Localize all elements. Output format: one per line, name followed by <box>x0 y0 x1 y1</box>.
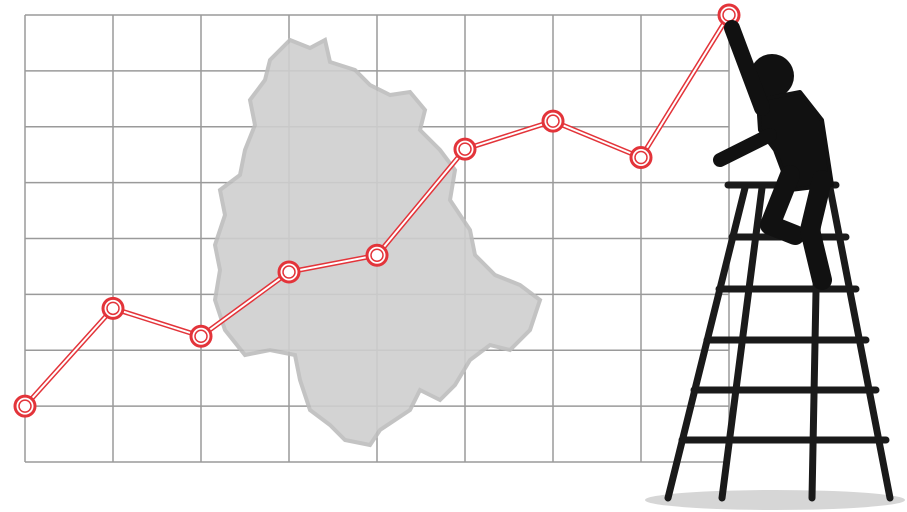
point-inner <box>18 399 32 413</box>
point-inner <box>194 329 208 344</box>
point-inner <box>546 114 560 128</box>
point-inner <box>370 248 384 263</box>
shadow <box>645 490 905 510</box>
point-inner <box>106 301 120 316</box>
plot <box>13 3 741 418</box>
region-map <box>212 37 543 448</box>
ladder <box>664 181 894 502</box>
point-inner <box>634 150 648 165</box>
point-inner <box>722 8 736 22</box>
point-inner <box>282 265 296 279</box>
person <box>713 20 834 290</box>
point-inner <box>458 142 472 156</box>
